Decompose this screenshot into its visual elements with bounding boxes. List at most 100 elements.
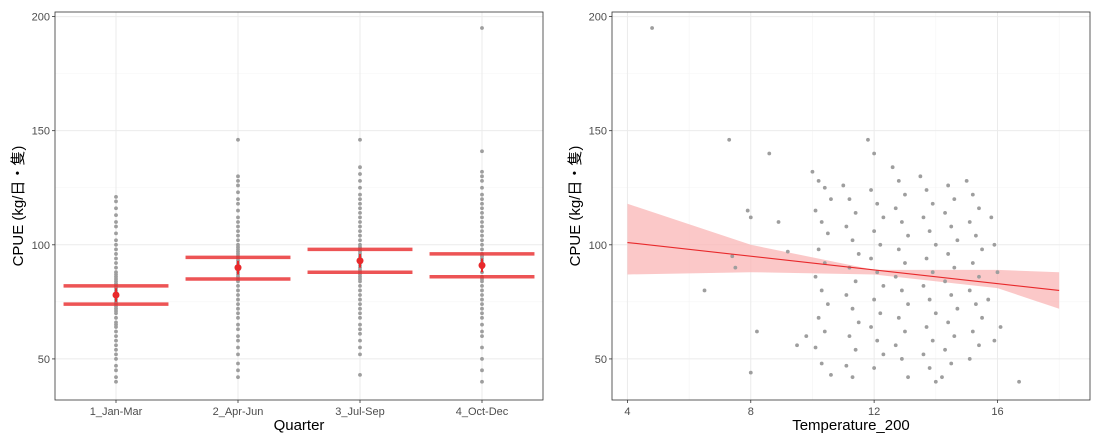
data-point [236, 302, 240, 307]
data-point [114, 347, 118, 352]
data-point [856, 320, 861, 325]
data-point [480, 345, 484, 350]
data-point [881, 352, 886, 357]
data-point [114, 206, 118, 211]
data-point [480, 169, 484, 174]
mean-point [478, 261, 486, 269]
data-point [893, 274, 898, 279]
data-point [921, 352, 926, 357]
data-point [236, 334, 240, 338]
data-point [358, 322, 362, 327]
data-point [114, 242, 118, 247]
data-point [903, 329, 907, 334]
data-point [236, 220, 240, 224]
data-point [358, 306, 362, 311]
data-point [943, 210, 947, 215]
y-tick-label: 200 [589, 12, 607, 24]
data-point [890, 165, 895, 170]
data-point [1017, 379, 1021, 384]
data-point [480, 185, 484, 190]
data-point [927, 297, 932, 302]
data-point [236, 208, 240, 213]
data-point [236, 201, 240, 206]
data-point [480, 311, 484, 316]
data-point [903, 192, 907, 197]
data-point [358, 137, 362, 142]
data-point [114, 199, 118, 204]
data-point [236, 306, 240, 311]
data-point [875, 338, 880, 343]
data-point [114, 320, 118, 325]
data-point [903, 261, 907, 265]
data-point [480, 229, 484, 234]
data-point [114, 343, 118, 348]
data-point [869, 256, 873, 261]
data-point [881, 283, 886, 288]
data-point [480, 368, 484, 373]
data-point [767, 151, 772, 156]
data-point [977, 206, 981, 211]
data-point [933, 242, 938, 247]
data-point [114, 329, 118, 334]
data-point [650, 26, 654, 30]
left-panel-y-axis-title: CPUE (kg/日・隻) [10, 146, 27, 267]
y-tick-label: 100 [32, 240, 50, 252]
data-point [114, 352, 118, 357]
data-point [480, 149, 484, 154]
data-point [924, 256, 929, 261]
data-point [114, 231, 118, 236]
data-point [844, 293, 849, 297]
data-point [973, 233, 978, 238]
data-point [893, 206, 898, 211]
data-point [480, 220, 484, 224]
data-point [822, 185, 827, 190]
data-point [816, 178, 821, 183]
data-point [114, 252, 118, 256]
data-point [850, 306, 855, 311]
x-tick-label: 4 [624, 406, 630, 418]
data-point [906, 302, 910, 307]
data-point [480, 283, 484, 288]
data-point [878, 242, 883, 247]
data-point [358, 338, 362, 343]
data-point [358, 293, 362, 297]
data-point [236, 215, 240, 220]
data-point [992, 338, 997, 343]
x-tick-label: 8 [748, 406, 754, 418]
data-point [906, 233, 910, 238]
data-point [358, 311, 362, 316]
data-point [114, 379, 118, 384]
data-point [358, 201, 362, 206]
data-point [970, 261, 975, 265]
right-panel-temperature-chart: 50 100 150 200 4 8 12 16 Temperature_200 CPUE … [567, 11, 1091, 434]
data-point [236, 315, 240, 320]
data-point [946, 183, 951, 188]
data-point [480, 210, 484, 215]
data-point [872, 297, 877, 302]
data-point [114, 368, 118, 373]
data-point [480, 215, 484, 220]
data-point [358, 238, 362, 243]
data-point [980, 247, 984, 252]
data-point [952, 334, 957, 338]
data-point [813, 208, 818, 213]
data-point [927, 229, 932, 234]
data-point [998, 325, 1003, 329]
data-point [955, 238, 960, 243]
data-point [816, 247, 821, 252]
left-panel-x-ticks: 1_Jan-Mar 2_Apr-Jun 3_Jul-Sep 4_Oct-Dec [90, 400, 509, 418]
data-point [480, 315, 484, 320]
data-point [358, 165, 362, 170]
data-point [841, 183, 846, 188]
data-point [927, 366, 932, 370]
data-point [844, 363, 849, 368]
right-panel-gridlines [612, 12, 1090, 400]
data-point [114, 213, 118, 218]
data-point [967, 220, 972, 224]
right-panel-border [611, 11, 1091, 401]
data-point [480, 297, 484, 302]
data-point [980, 315, 984, 320]
data-point [819, 288, 824, 293]
data-point [358, 172, 362, 176]
data-point [358, 327, 362, 332]
